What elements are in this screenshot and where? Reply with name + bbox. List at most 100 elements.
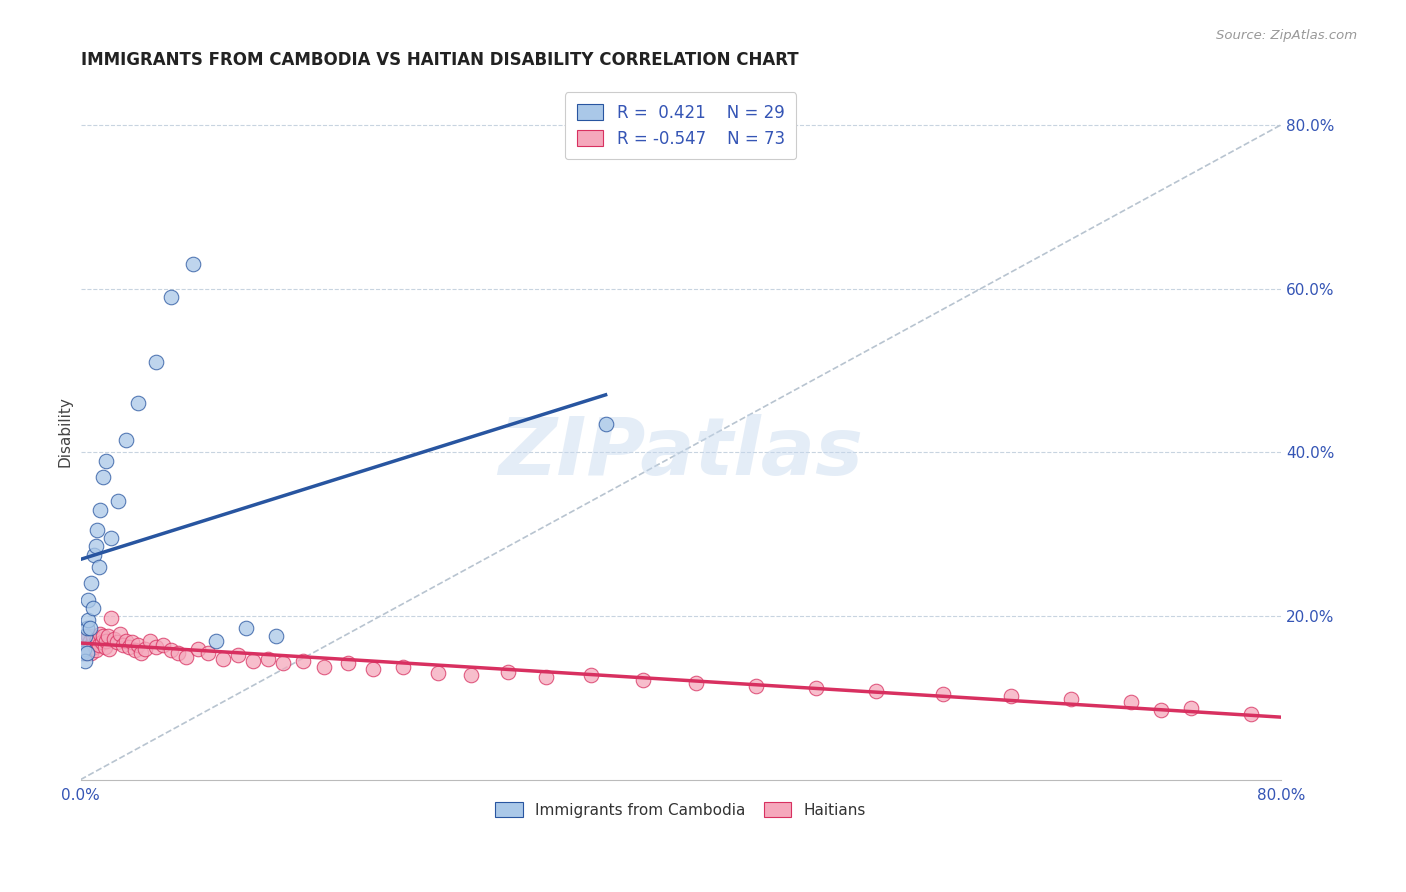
Point (96, 629, 118, 643)
Point (103, 632, 125, 646)
Point (145, 640, 167, 654)
Point (127, 396, 149, 410)
Point (336, 657, 359, 671)
Point (91, 629, 114, 643)
Point (242, 654, 264, 668)
Point (264, 629, 287, 643)
Point (80, 638, 103, 652)
Point (361, 662, 384, 676)
Point (73, 635, 96, 649)
Point (77, 613, 100, 627)
Point (1060, 692, 1083, 706)
Point (70, 638, 93, 652)
Point (83, 640, 105, 654)
Point (87, 560, 110, 574)
Point (226, 648, 249, 663)
Point (138, 633, 160, 648)
Point (496, 665, 519, 679)
Point (77, 592, 100, 607)
Point (89, 627, 111, 641)
Point (152, 638, 174, 652)
Point (127, 638, 149, 652)
Point (86, 632, 108, 646)
Point (426, 666, 449, 681)
Point (1119, 695, 1142, 709)
Point (82, 629, 104, 643)
Point (82, 600, 104, 615)
Point (73, 646, 96, 660)
Point (114, 633, 136, 648)
Point (1180, 700, 1202, 714)
Point (257, 651, 280, 665)
Point (77, 641, 100, 656)
Point (174, 649, 197, 664)
Point (90, 635, 112, 649)
Point (100, 531, 122, 545)
Point (1240, 707, 1263, 722)
Point (79, 633, 101, 648)
Point (181, 257, 204, 271)
Point (865, 684, 887, 698)
Point (83, 548, 105, 562)
Point (73, 654, 96, 668)
Point (631, 673, 654, 687)
Point (121, 635, 143, 649)
Point (186, 641, 208, 656)
Point (72, 633, 94, 648)
Point (312, 659, 335, 673)
Point (80, 576, 103, 591)
Text: IMMIGRANTS FROM CAMBODIA VS HAITIAN DISABILITY CORRELATION CHART: IMMIGRANTS FROM CAMBODIA VS HAITIAN DISA… (80, 51, 799, 69)
Point (197, 646, 219, 660)
Point (117, 640, 139, 654)
Point (111, 638, 134, 652)
Point (94, 453, 117, 467)
Text: ZIPatlas: ZIPatlas (498, 414, 863, 491)
Point (80, 646, 103, 660)
Point (114, 433, 136, 447)
Point (87, 638, 110, 652)
Point (76, 646, 98, 660)
Point (76, 621, 98, 635)
Point (145, 355, 167, 369)
Legend: Immigrants from Cambodia, Haitians: Immigrants from Cambodia, Haitians (489, 797, 872, 824)
Point (100, 610, 122, 624)
Point (107, 494, 129, 508)
Point (98, 641, 121, 656)
Point (70, 646, 93, 660)
Point (84, 633, 107, 648)
Point (79, 640, 101, 654)
Point (744, 679, 766, 693)
Point (108, 627, 131, 641)
Point (105, 635, 128, 649)
Point (685, 676, 707, 690)
Point (460, 668, 482, 682)
Point (804, 681, 827, 695)
Point (291, 654, 314, 668)
Point (129, 646, 152, 660)
Y-axis label: Disability: Disability (58, 396, 72, 467)
Point (84, 540, 107, 554)
Point (1150, 703, 1173, 717)
Point (134, 641, 156, 656)
Point (79, 621, 101, 635)
Point (1000, 689, 1022, 703)
Point (89, 502, 111, 516)
Point (204, 633, 226, 648)
Point (124, 643, 146, 657)
Point (93, 640, 115, 654)
Text: Source: ZipAtlas.com: Source: ZipAtlas.com (1216, 29, 1357, 42)
Point (167, 646, 190, 660)
Point (82, 635, 104, 649)
Point (271, 657, 294, 671)
Point (159, 643, 181, 657)
Point (94, 633, 117, 648)
Point (595, 417, 617, 431)
Point (392, 659, 415, 673)
Point (212, 651, 235, 665)
Point (84, 643, 107, 657)
Point (534, 670, 557, 684)
Point (579, 668, 602, 682)
Point (76, 643, 98, 657)
Point (235, 621, 257, 635)
Point (86, 523, 108, 537)
